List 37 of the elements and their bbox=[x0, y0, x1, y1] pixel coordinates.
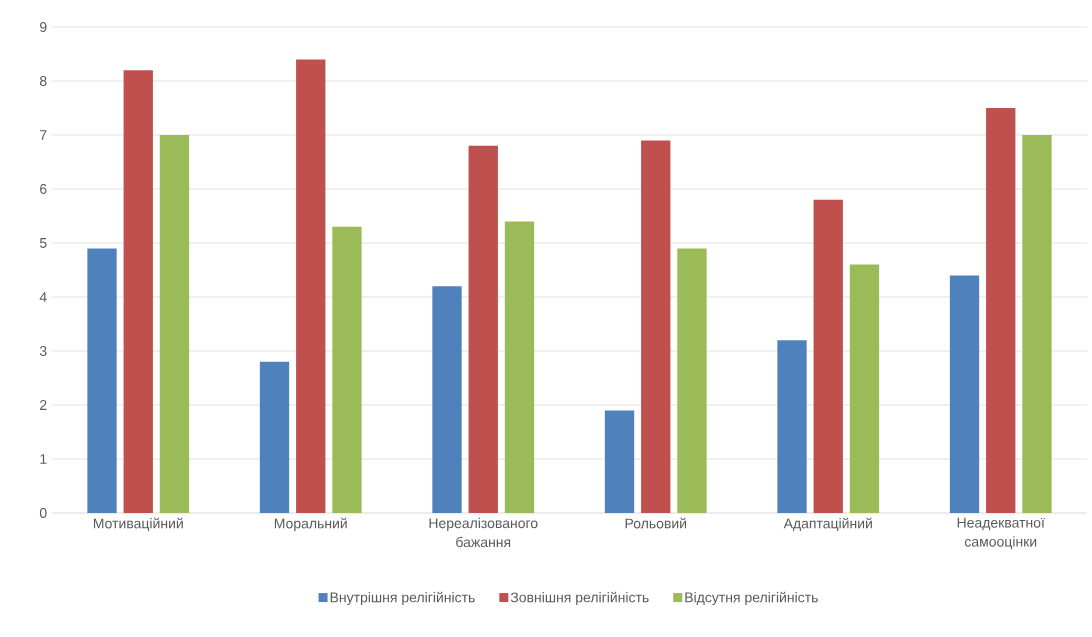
bar bbox=[849, 264, 880, 513]
y-tick-label: 0 bbox=[39, 508, 47, 518]
y-tick-label: 6 bbox=[40, 184, 47, 194]
y-tick-label: 7 bbox=[40, 130, 47, 140]
x-tick-label: Мотиваційний bbox=[93, 517, 183, 532]
bar bbox=[87, 248, 117, 513]
bar bbox=[468, 145, 498, 513]
bar bbox=[986, 108, 1016, 513]
y-tick-label: 9 bbox=[40, 22, 47, 32]
legend-label: Зовнішня релігійність bbox=[510, 591, 649, 606]
bar bbox=[504, 221, 535, 513]
y-tick-label: 5 bbox=[39, 238, 47, 248]
bar bbox=[296, 59, 326, 513]
bar bbox=[604, 410, 635, 513]
bar bbox=[1022, 135, 1052, 513]
x-tick-label: Моральний bbox=[274, 517, 347, 532]
bar bbox=[813, 199, 843, 513]
y-tick-label: 1 bbox=[40, 454, 47, 464]
bar bbox=[949, 275, 980, 513]
y-tick-label: 3 bbox=[39, 346, 47, 356]
y-tick-label: 2 bbox=[40, 400, 47, 410]
bar bbox=[159, 135, 190, 513]
y-tick-label: 8 bbox=[39, 76, 47, 86]
legend-label: Внутрішня релігійність bbox=[330, 591, 475, 606]
bar bbox=[777, 340, 807, 513]
bar bbox=[259, 361, 290, 513]
x-tick-label: Рольовий bbox=[625, 517, 687, 529]
bar bbox=[432, 286, 462, 513]
bar bbox=[332, 226, 362, 513]
y-tick-label: 4 bbox=[39, 292, 47, 302]
bar bbox=[641, 140, 671, 513]
legend-label: Відсутня релігійність bbox=[685, 591, 818, 606]
bar bbox=[677, 248, 707, 513]
x-tick-label: Адаптаційний bbox=[783, 517, 872, 532]
x-tick-label: Нереалізованого бажання bbox=[429, 517, 538, 548]
x-tick-label: Неадекватної самооцінки bbox=[957, 517, 1045, 550]
bar bbox=[123, 70, 153, 513]
